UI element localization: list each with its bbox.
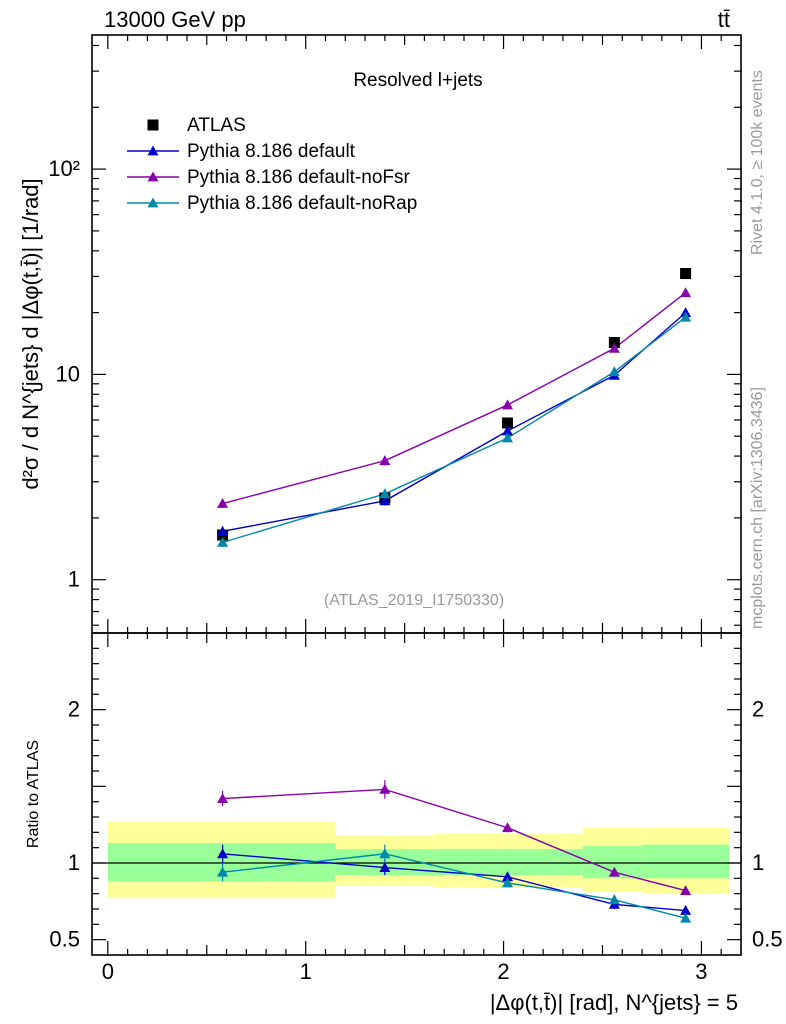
- chart-title: Resolved l+jets: [353, 70, 482, 91]
- main-marker-s2-p2: [502, 399, 514, 410]
- ratio-marker-s2-p3: [608, 894, 620, 905]
- main-series-lines: [222, 292, 687, 544]
- ratio-marker-s1-p0: [217, 793, 229, 803]
- ratio-marker-s0-p4: [680, 905, 692, 915]
- analysis-id: (ATLAS_2019_I1750330): [324, 592, 504, 609]
- ratio-ytick-label-left-1: 1: [68, 850, 80, 875]
- atlas-data-point-4: [680, 268, 692, 280]
- ratio-marker-s2-p2: [502, 877, 514, 888]
- main-marker-s2-p0: [217, 498, 229, 508]
- main-marker-s3-p2: [502, 432, 514, 443]
- ratio-marker-s0-p1: [379, 862, 391, 872]
- ratio-marker-s1-p1: [379, 783, 391, 794]
- ratio-marker-s0-p2: [502, 871, 514, 882]
- legend-label-3: Pythia 8.186 default-noRap: [187, 193, 417, 214]
- main-marker-s1-p0: [217, 525, 229, 536]
- ratio-xtick-label-1: 1: [300, 959, 312, 984]
- ratio-xtick-label-0: 0: [102, 959, 114, 984]
- legend-marker-1: [147, 145, 159, 156]
- main-marker-s3-p3: [608, 366, 620, 377]
- ratio-ytick-label-right-0.5: 0.5: [752, 927, 783, 952]
- ratio-uncertainty-bands: [107, 821, 730, 899]
- ratio-marker-s2-p4: [680, 912, 692, 923]
- ratio-xtick-label-3: 3: [695, 959, 707, 984]
- ratio-marker-s0-p0: [217, 848, 229, 859]
- main-marker-s2-p4: [680, 287, 692, 298]
- legend-label-1: Pythia 8.186 default: [187, 141, 356, 162]
- process-label: tt̄: [718, 7, 730, 32]
- atlas-data-point-2: [502, 417, 514, 429]
- ratio-tick-labels: 0.5 0.5 1 1 2 2 0 1 2 3: [49, 697, 782, 984]
- ratio-ytick-label-right-1: 1: [752, 850, 764, 875]
- energy-label: 13000 GeV pp: [104, 7, 246, 32]
- main-error-bars: [221, 270, 687, 548]
- legend-label-2: Pythia 8.186 default-noFsr: [187, 167, 411, 188]
- ratio-frame: [91, 632, 742, 956]
- legend-marker-3: [147, 197, 159, 208]
- x-axis-label: |Δφ(t,t̄)| [rad], N^{jets} = 5: [490, 990, 738, 1015]
- ratio-band-green-4: [642, 844, 730, 879]
- atlas-data-point-3: [608, 337, 620, 349]
- main-marker-s1-p2: [502, 425, 514, 436]
- legend-marker-2: [147, 171, 159, 182]
- ratio-marker-s1-p4: [680, 885, 692, 895]
- legend-label-0: ATLAS: [187, 115, 246, 136]
- main-ytick-label-100: 10²: [48, 156, 80, 181]
- ratio-ytick-label-left-2: 2: [68, 697, 80, 722]
- main-tick-labels: 1 10 10²: [48, 156, 80, 592]
- main-line-series-2: [222, 292, 687, 505]
- main-axis-ticks: [92, 35, 742, 633]
- main-marker-s3-p4: [680, 311, 692, 322]
- main-ytick-label-1: 1: [68, 567, 80, 592]
- ratio-ytick-label-left-0.5: 0.5: [49, 927, 80, 952]
- main-marker-s3-p0: [217, 536, 229, 547]
- main-marker-s3-p1: [379, 488, 391, 499]
- main-ytick-label-10: 10: [56, 361, 80, 386]
- ratio-marker-s1-p2: [502, 822, 514, 833]
- rivet-label: Rivet 4.1.0, ≥ 100k events: [749, 70, 766, 255]
- main-marker-s2-p1: [379, 455, 391, 466]
- ratio-marker-s1-p3: [608, 866, 620, 877]
- main-panel: 1 10 10² Resolved l+jets (ATLAS_2019_I1750…: [18, 34, 742, 634]
- legend: ATLAS Pythia 8.186 default Pythia 8.186 de…: [127, 115, 417, 214]
- legend-marker-0: [147, 119, 159, 131]
- ratio-y-axis-label: Ratio to ATLAS: [25, 740, 42, 848]
- ratio-marker-s2-p0: [217, 866, 229, 877]
- mcplots-label: mcplots.cern.ch [arXiv:1306.3436]: [749, 387, 766, 629]
- main-markers: [217, 268, 692, 547]
- main-marker-s1-p1: [379, 495, 391, 506]
- ratio-panel: 0.5 0.5 1 1 2 2 0 1 2 3 Ratio to ATLAS |Δφ(t,t̄)|…: [25, 632, 783, 1015]
- main-y-axis-label: d²σ / d N^{jets} d |Δφ(t,t̄)| [1/rad]: [18, 178, 43, 489]
- ratio-xtick-label-2: 2: [497, 959, 509, 984]
- ratio-ytick-label-right-2: 2: [752, 697, 764, 722]
- ratio-axis-ticks: [92, 633, 742, 955]
- main-marker-s2-p3: [608, 342, 620, 353]
- ratio-marker-s2-p1: [379, 848, 391, 859]
- ratio-markers: [217, 783, 692, 923]
